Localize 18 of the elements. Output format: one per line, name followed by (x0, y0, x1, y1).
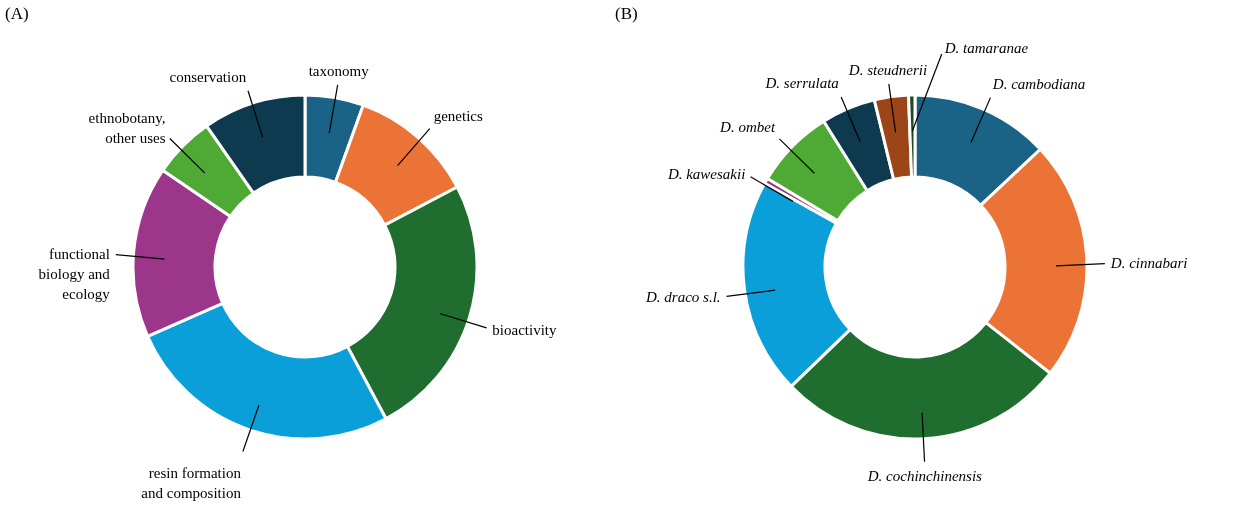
chart-title: (A) (5, 4, 29, 23)
slice-label: D. steudnerii (847, 61, 928, 78)
slice-label: D. ombet (719, 118, 776, 135)
slice-label: ethnobotany, other uses (88, 110, 166, 147)
slice-label: functional biology and ecology (38, 246, 111, 303)
slice-label: taxonomy (308, 62, 370, 79)
slice-label: conservation (169, 69, 247, 86)
slice-label: D. cochinchinensis (866, 467, 983, 484)
slice-label: resin formation and composition (141, 465, 242, 502)
slice-label: D. cinnabari (1109, 255, 1188, 272)
slice-label: D. kawesakii (666, 165, 746, 182)
slice-label: bioactivity (492, 321, 557, 338)
slice-label: genetics (433, 108, 483, 125)
slice-label: D. draco s.l. (645, 289, 721, 306)
chart-title: (B) (615, 4, 638, 23)
slice-label: D. cambodiana (991, 76, 1086, 93)
slice-label: D. tamaranae (943, 40, 1029, 57)
slice-label: D. serrulata (764, 75, 839, 92)
